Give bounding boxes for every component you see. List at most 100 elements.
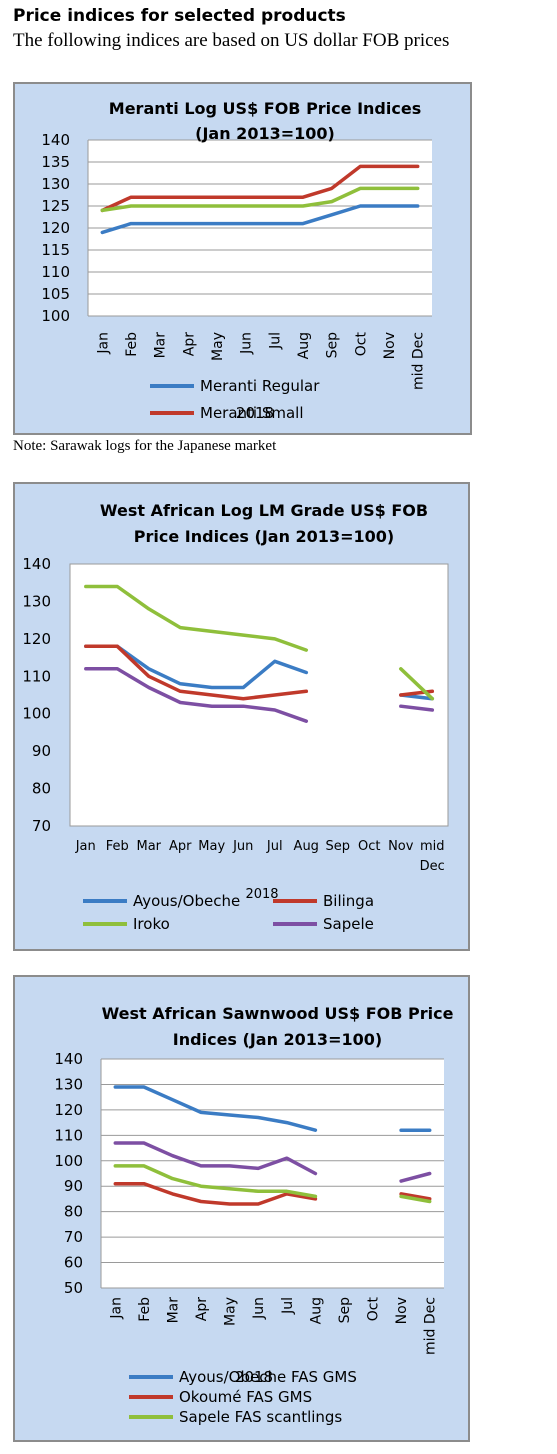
- y-tick-label: 110: [41, 263, 70, 281]
- x-tick-label: Aug: [294, 839, 319, 854]
- west-african-sawnwood-chart-panel: 50 60 70 80 90 100 110 120 130 140 West African Sa…: [13, 975, 470, 1442]
- series-line: [399, 704, 435, 712]
- legend-label: Ayous/Obeche FAS GMS: [179, 1368, 357, 1386]
- section-heading: Price indices for selected products: [13, 6, 346, 26]
- y-tick-label: 80: [32, 780, 51, 798]
- y-tick-label: 115: [41, 241, 70, 259]
- plot-area: [69, 563, 449, 827]
- chart-subtitle: Indices (Jan 2013=100): [173, 1030, 382, 1049]
- x-tick-label: Jun: [251, 1297, 267, 1320]
- x-tick-label: Feb: [106, 839, 129, 854]
- y-tick-label: 90: [32, 742, 51, 760]
- series-line: [399, 667, 435, 701]
- x-tick-label: Apr: [169, 839, 192, 854]
- legend-label: Sapele: [323, 915, 374, 933]
- x-tick-label: Jan: [95, 332, 111, 355]
- series-line: [113, 1085, 318, 1132]
- series-line: [399, 1171, 432, 1183]
- x-tick-label: Sep: [325, 332, 341, 359]
- series-line: [100, 204, 420, 235]
- x-tick-label: Mar: [153, 332, 169, 359]
- chart-subtitle: (Jan 2013=100): [195, 124, 335, 143]
- west-african-log-chart: 70 80 90 100 110 120 130 140 West African Log LM…: [22, 501, 449, 933]
- legend-label: Okoumé FAS GMS: [179, 1388, 312, 1406]
- y-tick-label: 125: [41, 197, 70, 215]
- x-tick-label: Apr: [181, 332, 197, 356]
- y-tick-label: 140: [22, 555, 51, 573]
- x-tick-label: May: [210, 332, 226, 361]
- chart-title: West African Log LM Grade US$ FOB: [100, 501, 428, 520]
- series-line: [84, 667, 309, 723]
- y-tick-label: 100: [54, 1152, 83, 1170]
- series-line: [113, 1141, 318, 1176]
- x-tick-label: Aug: [308, 1297, 324, 1324]
- y-tick-label: 110: [54, 1126, 83, 1144]
- x-tick-label: Apr: [194, 1297, 210, 1321]
- y-tick-label: 120: [54, 1101, 83, 1119]
- series-line: [399, 1194, 432, 1204]
- x-tick-label: Jul: [267, 332, 283, 350]
- legend-label: Meranti Regular: [200, 377, 320, 395]
- x-tick-label: Jan: [75, 839, 96, 854]
- x-tick-label: Oct: [366, 1297, 382, 1322]
- x-tick-label: May: [198, 839, 225, 854]
- y-tick-label: 140: [41, 131, 70, 149]
- series-line: [399, 1192, 432, 1201]
- legend-label: Ayous/Obeche: [133, 892, 240, 910]
- x-tick-label: mid Dec: [411, 332, 427, 390]
- x-tick-label: Feb: [124, 332, 140, 357]
- y-tick-label: 80: [64, 1203, 83, 1221]
- legend-label: Meranti Small: [200, 404, 304, 422]
- y-tick-label: 70: [64, 1228, 83, 1246]
- series-line: [84, 644, 309, 701]
- meranti-chart-panel: 100 105 110 115 120 125 130 135 140 Meranti Log U…: [13, 82, 472, 435]
- series-line: [100, 164, 420, 213]
- y-tick-label: 120: [41, 219, 70, 237]
- y-tick-label: 60: [64, 1254, 83, 1272]
- x-tick-label: Sep: [325, 839, 350, 854]
- x-axis-label: 2018: [245, 887, 278, 902]
- x-tick-label: Nov: [382, 332, 398, 359]
- y-tick-label: 135: [41, 153, 70, 171]
- series-line: [100, 186, 420, 213]
- x-tick-label: Jan: [108, 1297, 124, 1320]
- y-tick-label: 130: [54, 1075, 83, 1093]
- x-tick-label: Jul: [280, 1297, 296, 1315]
- x-tick-label: Feb: [137, 1297, 153, 1322]
- x-tick-label: Jun: [239, 332, 255, 355]
- y-tick-label: 130: [22, 592, 51, 610]
- x-tick-label: Oct: [353, 332, 369, 357]
- x-tick-label: mid: [420, 839, 445, 854]
- x-axis-label: 2018: [235, 1368, 273, 1386]
- x-tick-label: Mar: [136, 839, 161, 854]
- y-tick-label: 140: [54, 1050, 83, 1068]
- x-tick-label: May: [223, 1297, 239, 1326]
- plot-area: [101, 1059, 444, 1288]
- y-tick-label: 130: [41, 175, 70, 193]
- x-tick-label: Mar: [165, 1297, 181, 1324]
- x-tick-label: Dec: [420, 859, 445, 874]
- legend-label: Bilinga: [323, 892, 374, 910]
- legend-label: Iroko: [133, 915, 170, 933]
- meranti-chart: 100 105 110 115 120 125 130 135 140 Meranti Log U…: [41, 99, 432, 422]
- y-tick-label: 100: [22, 705, 51, 723]
- y-tick-label: 105: [41, 285, 70, 303]
- west-african-sawnwood-chart: 50 60 70 80 90 100 110 120 130 140 West African Sa…: [54, 1004, 454, 1426]
- west-african-log-chart-panel: 70 80 90 100 110 120 130 140 West African Log LM…: [13, 482, 470, 951]
- series-line: [113, 1181, 318, 1206]
- legend-label: Sapele FAS scantlings: [179, 1408, 342, 1426]
- y-tick-label: 50: [64, 1279, 83, 1297]
- x-tick-label: Jul: [266, 839, 283, 854]
- chart-subtitle: Price Indices (Jan 2013=100): [134, 527, 394, 546]
- x-tick-label: mid Dec: [423, 1297, 439, 1355]
- x-tick-label: Jun: [232, 839, 253, 854]
- series-line: [113, 1164, 318, 1199]
- chart-title: West African Sawnwood US$ FOB Price: [102, 1004, 454, 1023]
- x-tick-label: Sep: [337, 1297, 353, 1324]
- x-tick-label: Nov: [388, 839, 414, 854]
- x-tick-label: Aug: [296, 332, 312, 359]
- intro-text: The following indices are based on US do…: [13, 30, 450, 51]
- y-tick-label: 120: [22, 630, 51, 648]
- y-tick-label: 110: [22, 667, 51, 685]
- chart-title: Meranti Log US$ FOB Price Indices: [109, 99, 421, 118]
